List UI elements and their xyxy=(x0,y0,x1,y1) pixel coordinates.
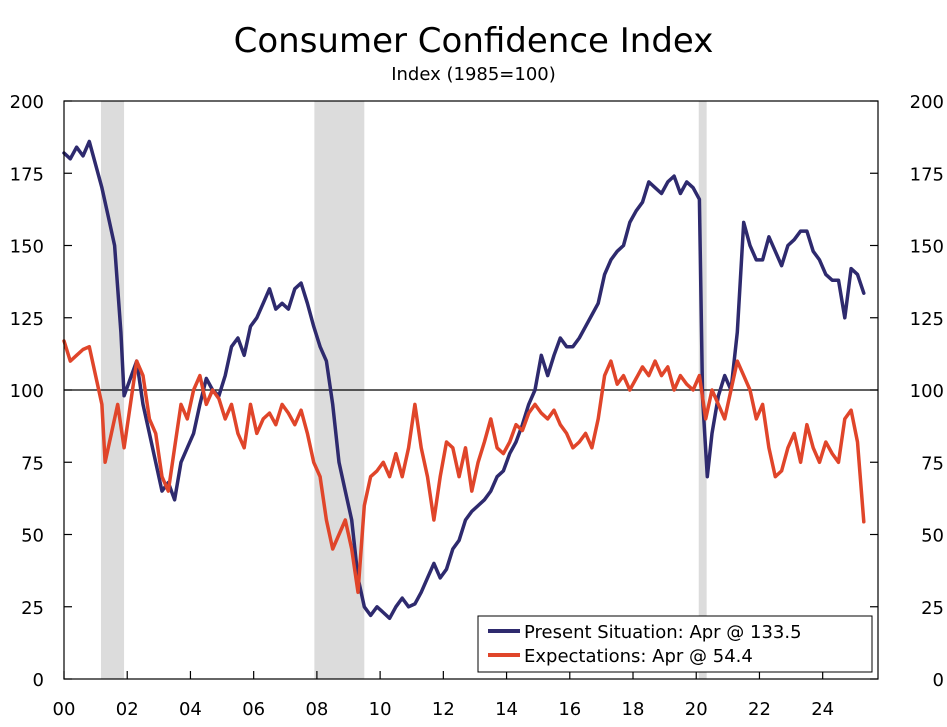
y-tick-label-left-75: 75 xyxy=(21,453,44,474)
x-tick-label-04: 04 xyxy=(179,699,202,720)
legend-label-present-situation: Present Situation: Apr @ 133.5 xyxy=(524,622,802,643)
y-tick-label-right-100: 100 xyxy=(910,381,944,402)
x-tick-label-10: 10 xyxy=(369,699,392,720)
x-tick-label-16: 16 xyxy=(558,699,581,720)
series-line-expectations xyxy=(62,339,866,595)
y-tick-label-right-75: 75 xyxy=(921,453,944,474)
y-tick-label-right-200: 200 xyxy=(910,92,944,113)
chart-title: Consumer Confidence Index xyxy=(233,21,714,61)
chart-subtitle: Index (1985=100) xyxy=(391,64,556,85)
y-tick-label-right-175: 175 xyxy=(910,164,944,185)
x-tick-label-06: 06 xyxy=(242,699,265,720)
y-tick-label-left-50: 50 xyxy=(21,526,44,547)
y-tick-label-left-100: 100 xyxy=(10,381,44,402)
legend-box xyxy=(477,615,873,673)
y-tick-label-left-150: 150 xyxy=(10,237,44,258)
y-tick-label-right-125: 125 xyxy=(910,309,944,330)
x-tick-label-12: 12 xyxy=(432,699,455,720)
x-tick-label-22: 22 xyxy=(748,699,771,720)
y-tick-label-left-175: 175 xyxy=(10,164,44,185)
y-tick-label-right-150: 150 xyxy=(910,237,944,258)
y-tick-label-right-50: 50 xyxy=(921,526,944,547)
y-tick-label-left-200: 200 xyxy=(10,92,44,113)
x-tick-label-18: 18 xyxy=(622,699,645,720)
x-tick-label-00: 00 xyxy=(53,699,76,720)
legend-label-expectations: Expectations: Apr @ 54.4 xyxy=(524,646,753,667)
x-tick-label-08: 08 xyxy=(305,699,328,720)
y-tick-label-right-0: 0 xyxy=(933,670,944,691)
series-layer xyxy=(62,139,866,621)
x-tick-label-02: 02 xyxy=(116,699,139,720)
x-tick-label-14: 14 xyxy=(495,699,518,720)
series-line-present-situation xyxy=(62,139,866,621)
y-tick-label-right-25: 25 xyxy=(921,598,944,619)
x-tick-label-20: 20 xyxy=(685,699,708,720)
x-tick-label-24: 24 xyxy=(811,699,834,720)
y-tick-label-left-125: 125 xyxy=(10,309,44,330)
y-tick-label-left-25: 25 xyxy=(21,598,44,619)
y-tick-label-left-0: 0 xyxy=(33,670,44,691)
legend: Present Situation: Apr @ 133.5 Expectati… xyxy=(477,615,873,673)
